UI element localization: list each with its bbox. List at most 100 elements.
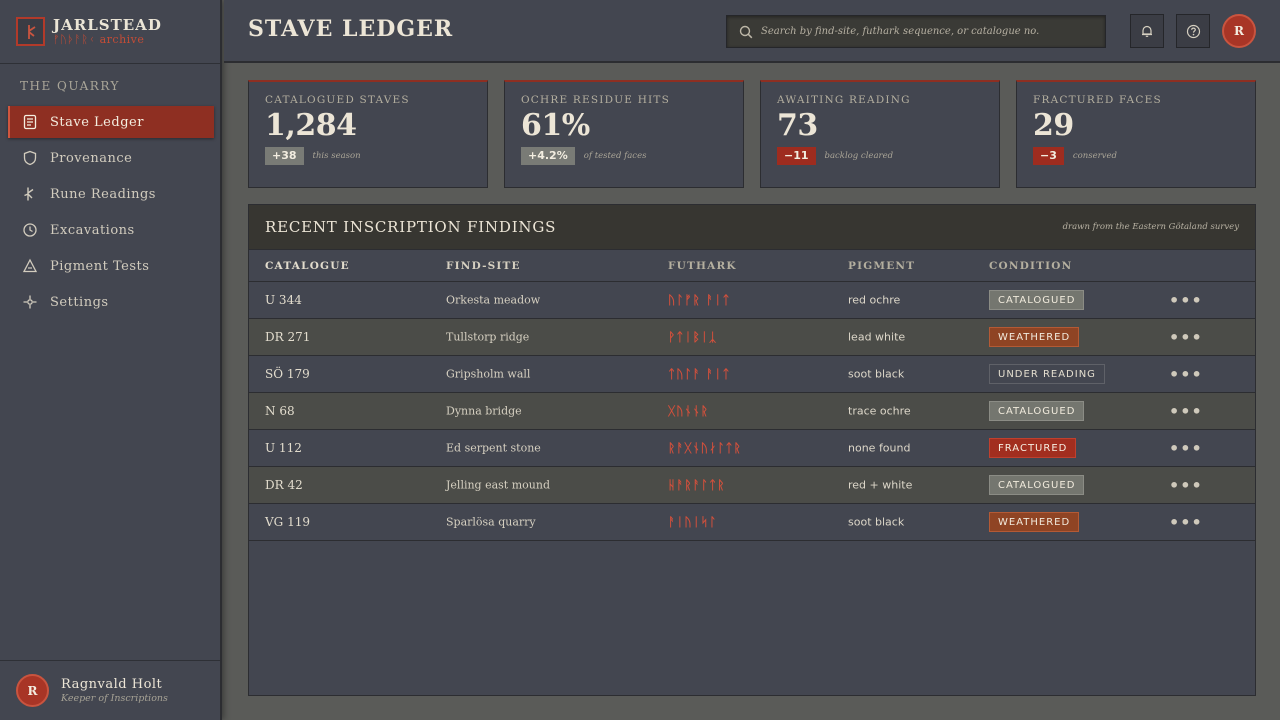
row-menu-icon[interactable]: ••• <box>1169 327 1203 347</box>
table-row[interactable]: SÖ 179 Gripsholm wall ᛏᚢᛚᚨ ᚨᛁᛏ soot black UN… <box>249 356 1255 393</box>
column-header-catalogue[interactable]: CATALOGUE <box>265 259 350 272</box>
status-badge: WEATHERED <box>989 327 1080 347</box>
table-row[interactable]: U 112 Ed serpent stone ᚱᚨᚷᚾᚢᛅᛚᛏᚱ none found… <box>249 430 1255 467</box>
row-menu-icon[interactable]: ••• <box>1169 401 1203 421</box>
sidebar-item-pigment-tests[interactable]: Pigment Tests <box>8 250 214 282</box>
cell-futhark: ᛏᚢᛚᚨ ᚨᛁᛏ <box>668 367 731 381</box>
cell-find-site: Dynna bridge <box>446 404 522 418</box>
stat-note: conserved <box>1072 151 1117 161</box>
rune-icon <box>24 187 34 201</box>
cell-pigment: lead white <box>848 330 906 344</box>
cell-futhark: ᚷᚢᚾᚾᚱ <box>668 404 710 418</box>
sidebar-item-excavations[interactable]: Excavations <box>8 214 214 246</box>
stat-value: 1,284 <box>265 108 357 143</box>
sidebar-item-provenance[interactable]: Provenance <box>8 142 214 174</box>
cell-catalogue: U 344 <box>265 293 302 307</box>
cell-catalogue: DR 271 <box>265 330 311 344</box>
cell-futhark: ᚹᛏᛁᛒᛁᛣ <box>668 330 718 344</box>
cell-catalogue: VG 119 <box>265 515 310 529</box>
cell-futhark: ᚨᛁᚢᛁᛋᛚ <box>668 515 718 529</box>
cell-futhark: ᚱᚨᚷᚾᚢᛅᛚᛏᚱ <box>668 441 742 455</box>
column-header-pigment[interactable]: PIGMENT <box>848 259 916 272</box>
search-input[interactable] <box>761 26 1091 37</box>
table-header: CATALOGUE FIND-SITE FUTHARK PIGMENT COND… <box>249 250 1255 282</box>
cell-pigment: none found <box>848 441 911 455</box>
column-header-find-site[interactable]: FIND-SITE <box>446 259 521 272</box>
cell-catalogue: U 112 <box>265 441 302 455</box>
brand-title: JARLSTEAD <box>53 16 162 34</box>
user-name: Ragnvald Holt <box>61 676 163 692</box>
shield-icon <box>23 150 37 166</box>
panel-note: drawn from the Eastern Götaland survey <box>1062 222 1239 232</box>
table-row[interactable]: DR 42 Jelling east mound ᚺᚨᚱᚨᛚᛏᚱ red + whit… <box>249 467 1255 504</box>
stat-note: this season <box>312 151 361 161</box>
sidebar-item-label: Provenance <box>50 150 133 166</box>
ledger-icon <box>23 114 37 130</box>
row-menu-icon[interactable]: ••• <box>1169 438 1203 458</box>
bell-icon <box>1142 25 1152 37</box>
column-header-condition[interactable]: CONDITION <box>989 259 1073 272</box>
sidebar-item-label: Pigment Tests <box>50 258 150 274</box>
row-menu-icon[interactable]: ••• <box>1169 364 1203 384</box>
row-menu-icon[interactable]: ••• <box>1169 290 1203 310</box>
user-profile[interactable]: R Ragnvald Holt Keeper of Inscriptions <box>0 660 220 720</box>
cell-pigment: red ochre <box>848 293 901 307</box>
table-row[interactable]: N 68 Dynna bridge ᚷᚢᚾᚾᚱ trace ochre CATALOGU… <box>249 393 1255 430</box>
user-role: Keeper of Inscriptions <box>61 692 168 704</box>
stat-label: OCHRE RESIDUE HITS <box>521 94 670 106</box>
cell-find-site: Tullstorp ridge <box>446 330 530 344</box>
row-menu-icon[interactable]: ••• <box>1169 475 1203 495</box>
table-body: U 344 Orkesta meadow ᚢᛚᚠᚱ ᚨᛁᛏ red ochre CATA… <box>249 282 1255 541</box>
table-row[interactable]: DR 271 Tullstorp ridge ᚹᛏᛁᛒᛁᛣ lead white WEA… <box>249 319 1255 356</box>
brand[interactable]: JARLSTEAD ᚠᚢᚦᚨᚱᚲ archive <box>0 0 220 64</box>
status-badge: WEATHERED <box>989 512 1080 532</box>
status-badge: FRACTURED <box>989 438 1077 458</box>
sidebar-item-label: Stave Ledger <box>50 114 144 130</box>
cell-find-site: Ed serpent stone <box>446 441 541 455</box>
cell-find-site: Jelling east mound <box>446 478 550 492</box>
findings-panel: RECENT INSCRIPTION FINDINGS drawn from t… <box>248 204 1256 696</box>
page-title: STAVE LEDGER <box>248 16 454 42</box>
stat-value: 29 <box>1033 108 1074 143</box>
stat-card-awaiting: AWAITING READING 73 −11 backlog cleared <box>760 80 1000 188</box>
cell-find-site: Sparlösa quarry <box>446 515 536 529</box>
stat-card-ochre: OCHRE RESIDUE HITS 61% +4.2% of tested f… <box>504 80 744 188</box>
panel-title: RECENT INSCRIPTION FINDINGS <box>265 218 557 236</box>
stat-card-fractured: FRACTURED FACES 29 −3 conserved <box>1016 80 1256 188</box>
stat-delta: +4.2% <box>521 147 575 165</box>
notifications-button[interactable] <box>1130 14 1164 48</box>
cell-pigment: soot black <box>848 515 905 529</box>
cell-catalogue: DR 42 <box>265 478 303 492</box>
stat-delta: +38 <box>265 147 304 165</box>
stat-value: 73 <box>777 108 818 143</box>
search-box[interactable] <box>726 15 1106 48</box>
clock-icon <box>23 223 37 237</box>
help-button[interactable] <box>1176 14 1210 48</box>
stat-note: backlog cleared <box>824 151 894 161</box>
flask-icon <box>22 258 38 273</box>
cell-catalogue: N 68 <box>265 404 295 418</box>
section-label: THE QUARRY <box>20 79 120 93</box>
row-menu-icon[interactable]: ••• <box>1169 512 1203 532</box>
help-icon <box>1186 24 1200 38</box>
column-header-futhark[interactable]: FUTHARK <box>668 259 737 272</box>
stat-delta: −3 <box>1033 147 1064 165</box>
status-badge: UNDER READING <box>989 364 1105 384</box>
table-row[interactable]: U 344 Orkesta meadow ᚢᛚᚠᚱ ᚨᛁᛏ red ochre CATA… <box>249 282 1255 319</box>
sidebar-item-settings[interactable]: Settings <box>8 286 214 318</box>
panel-header: RECENT INSCRIPTION FINDINGS drawn from t… <box>249 205 1255 250</box>
status-badge: CATALOGUED <box>989 401 1085 421</box>
sidebar-item-label: Settings <box>50 294 109 310</box>
status-badge: CATALOGUED <box>989 290 1085 310</box>
user-avatar-button[interactable]: R <box>1222 14 1256 48</box>
table-row[interactable]: VG 119 Sparlösa quarry ᚨᛁᚢᛁᛋᛚ soot black WEA… <box>249 504 1255 541</box>
sidebar: JARLSTEAD ᚠᚢᚦᚨᚱᚲ archive THE QUARRY Stav… <box>0 0 222 720</box>
stat-label: AWAITING READING <box>777 94 911 106</box>
cell-find-site: Gripsholm wall <box>446 367 531 381</box>
sidebar-item-rune-readings[interactable]: Rune Readings <box>8 178 214 210</box>
stat-delta: −11 <box>777 147 816 165</box>
brand-subtitle: ᚠᚢᚦᚨᚱᚲ archive <box>53 33 145 46</box>
sidebar-item-stave-ledger[interactable]: Stave Ledger <box>8 106 214 138</box>
status-badge: CATALOGUED <box>989 475 1085 495</box>
stat-value: 61% <box>521 108 590 143</box>
